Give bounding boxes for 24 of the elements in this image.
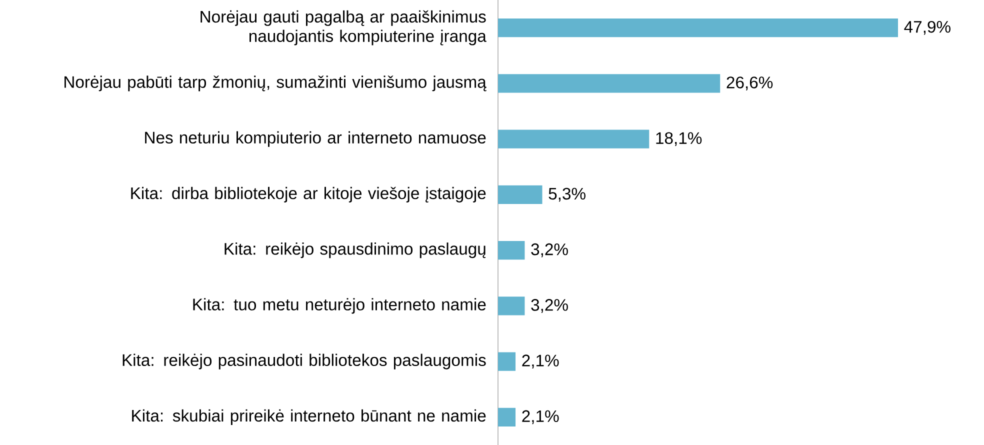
bar [498,240,525,260]
bar [498,74,720,93]
bar [498,296,525,316]
y-tick-label: Nes neturiu kompiuterio ar interneto namuose [145,131,486,147]
y-tick-label: Kita: reikėjo spausdinimo paslaugų [224,242,486,258]
data-label: 26,6% [726,76,773,90]
data-label: 2,1% [522,354,559,368]
bar [498,18,898,38]
data-label: 5,3% [548,188,586,202]
y-tick-label: Kita: tuo metu neturėjo interneto namie [193,298,486,314]
bar [498,130,650,148]
bar [498,352,516,371]
data-label: 47,9% [904,20,950,35]
data-label: 3,2% [531,299,568,313]
y-tick-label: Kita: skubiai prireikė interneto būnant ne namie [132,409,486,425]
y-tick-label: Norėjau pabūti tarp žmonių, sumažinti vienišumo jausmą [64,76,486,92]
data-label: 18,1% [656,132,702,146]
data-label: 3,2% [531,243,568,258]
bar [498,185,542,204]
data-label: 2,1% [522,410,559,424]
y-tick-label: Norėjau gauti pagalbą ar paaiškinimus naudojantis kompiuterine įranga [200,10,486,46]
bar [498,408,516,427]
y-tick-label: Kita: reikėjo pasinaudoti bibliotekos paslaugomis [122,354,486,370]
y-tick-label: Kita: dirba bibliotekoje ar kitoje viešoje įstaigoje [131,186,486,202]
